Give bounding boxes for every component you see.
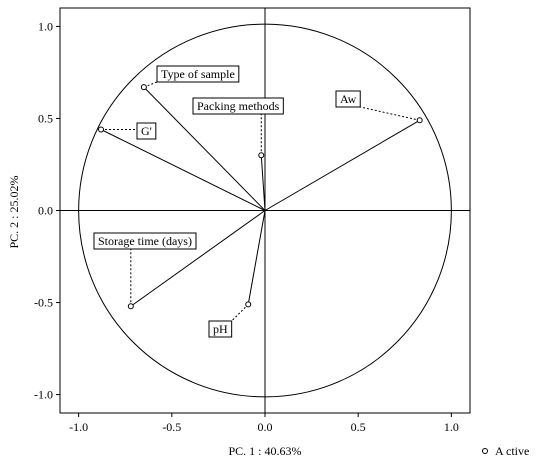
vector-line (260, 155, 266, 211)
leader-line (360, 106, 420, 121)
x-axis-ticks: -1.0 -0.5 0.0 0.5 1.0 (69, 413, 459, 434)
variable-label: Storage time (days) (98, 234, 192, 248)
label-box (192, 97, 284, 115)
variable-vectors: Type of sample G' Packing methods Aw Storage… (93, 65, 423, 338)
legend: A ctive (482, 444, 529, 458)
variable-point (258, 152, 265, 159)
variable-label: G' (141, 124, 152, 138)
x-tick-label: -1.0 (69, 420, 88, 434)
x-axis-label: PC. 1 : 40.63% (228, 444, 301, 458)
y-tick-label: 1.0 (38, 19, 53, 33)
variable-label: Type of sample (161, 67, 235, 81)
leader-line (231, 304, 249, 322)
vector-line (130, 210, 266, 307)
label-box (93, 232, 197, 250)
vector-line (100, 129, 266, 211)
y-tick-label: 0.5 (38, 111, 53, 125)
vector-line (247, 210, 266, 305)
x-tick-label: 1.0 (444, 420, 459, 434)
variable-point (416, 117, 423, 124)
legend-marker (482, 448, 488, 454)
label-box (335, 90, 361, 108)
vector-line (264, 119, 420, 211)
y-axis-ticks: -1.0 -0.5 0.0 0.5 1.0 (34, 19, 60, 402)
variable-label: Packing methods (197, 99, 280, 113)
variable-label: Aw (340, 92, 357, 106)
variable-point (140, 84, 147, 91)
variable-point (98, 126, 104, 133)
variable-label: pH (213, 322, 228, 336)
label-box (208, 320, 233, 338)
legend-entry: A ctive (495, 444, 529, 458)
label-box (136, 122, 157, 140)
x-tick-label: 0.0 (258, 420, 273, 434)
x-tick-label: 0.5 (351, 420, 366, 434)
y-tick-label: -0.5 (34, 296, 53, 310)
label-box (156, 65, 240, 83)
y-axis-label: PC. 2 : 25.02% (7, 175, 21, 248)
y-tick-label: 0.0 (38, 204, 53, 218)
variable-point (245, 301, 252, 308)
x-tick-label: -0.5 (162, 420, 181, 434)
variable-point (127, 303, 134, 310)
unit-circle (78, 23, 452, 398)
vector-line (143, 86, 266, 211)
y-tick-label: -1.0 (34, 388, 53, 402)
